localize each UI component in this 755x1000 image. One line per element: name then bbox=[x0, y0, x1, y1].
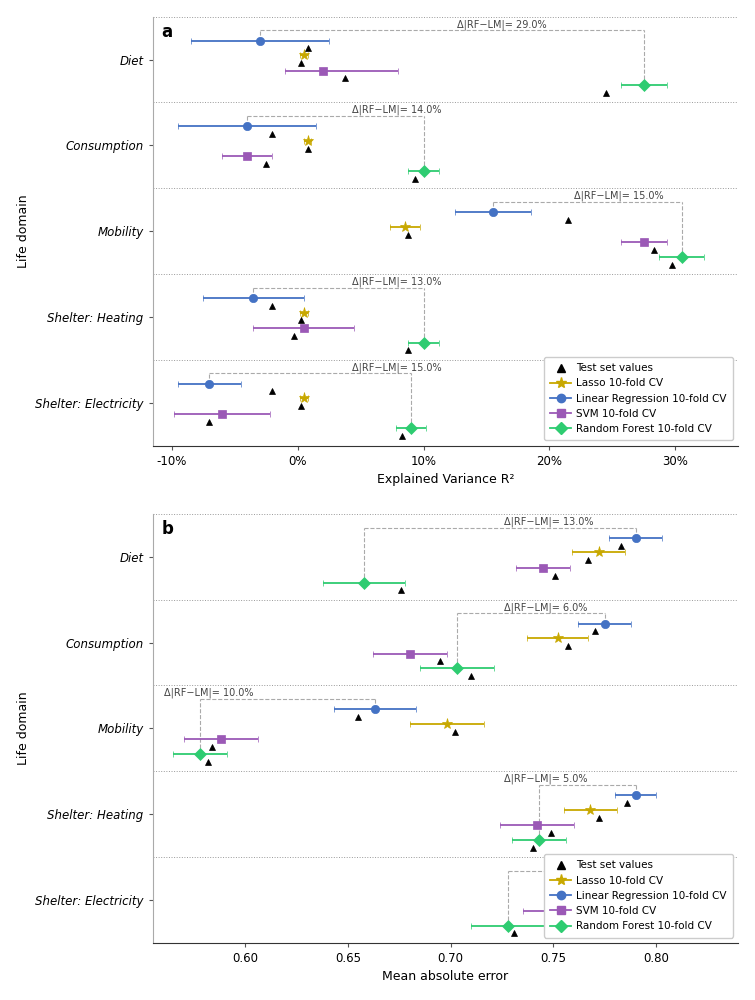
Text: Δ|RF−LM|= 13.0%: Δ|RF−LM|= 13.0% bbox=[352, 276, 442, 287]
X-axis label: Explained Variance R²: Explained Variance R² bbox=[377, 473, 514, 486]
Legend: Test set values, Lasso 10-fold CV, Linear Regression 10-fold CV, SVM 10-fold CV,: Test set values, Lasso 10-fold CV, Linea… bbox=[544, 854, 733, 938]
Text: Δ|RF−LM|= 6.0%: Δ|RF−LM|= 6.0% bbox=[551, 859, 634, 870]
Text: Δ|RF−LM|= 5.0%: Δ|RF−LM|= 5.0% bbox=[504, 774, 587, 784]
Text: b: b bbox=[162, 520, 174, 538]
Text: Δ|RF−LM|= 29.0%: Δ|RF−LM|= 29.0% bbox=[458, 19, 547, 30]
Text: Δ|RF−LM|= 14.0%: Δ|RF−LM|= 14.0% bbox=[352, 105, 442, 115]
Legend: Test set values, Lasso 10-fold CV, Linear Regression 10-fold CV, SVM 10-fold CV,: Test set values, Lasso 10-fold CV, Linea… bbox=[544, 357, 733, 440]
X-axis label: Mean absolute error: Mean absolute error bbox=[383, 970, 509, 983]
Text: Δ|RF−LM|= 15.0%: Δ|RF−LM|= 15.0% bbox=[352, 362, 442, 373]
Y-axis label: Life domain: Life domain bbox=[17, 194, 29, 268]
Text: Δ|RF−LM|= 15.0%: Δ|RF−LM|= 15.0% bbox=[575, 191, 664, 201]
Text: Δ|RF−LM|= 13.0%: Δ|RF−LM|= 13.0% bbox=[504, 516, 593, 527]
Text: a: a bbox=[162, 23, 173, 41]
Y-axis label: Life domain: Life domain bbox=[17, 692, 29, 765]
Text: Δ|RF−LM|= 6.0%: Δ|RF−LM|= 6.0% bbox=[504, 602, 587, 613]
Text: Δ|RF−LM|= 10.0%: Δ|RF−LM|= 10.0% bbox=[165, 688, 254, 698]
